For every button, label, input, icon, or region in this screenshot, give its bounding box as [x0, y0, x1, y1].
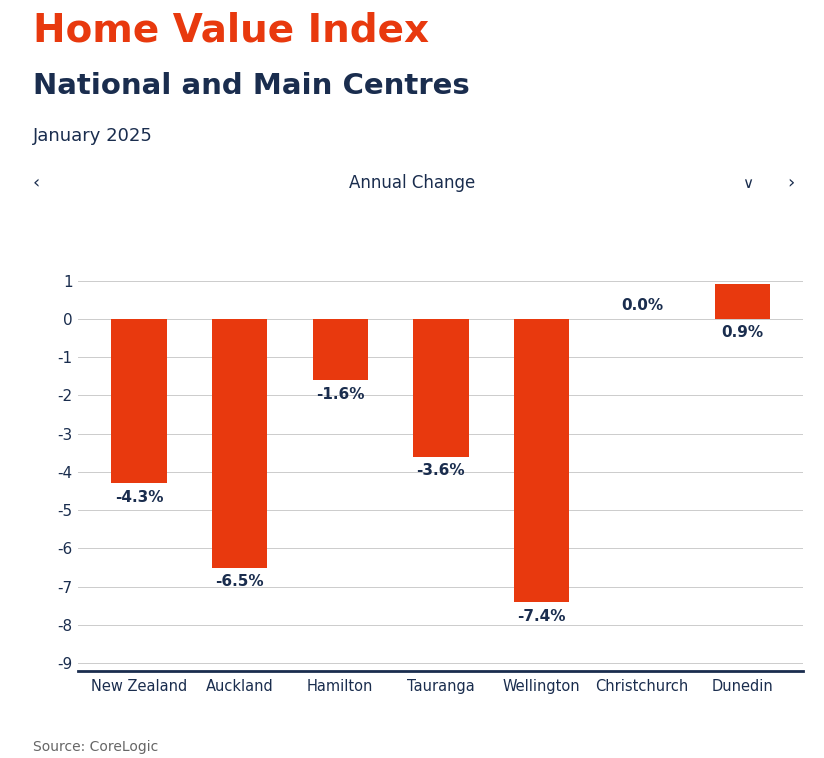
Bar [715, 284, 770, 319]
Text: 0.0%: 0.0% [621, 298, 663, 313]
Text: Home Value Index: Home Value Index [33, 11, 429, 49]
Bar [514, 319, 569, 602]
Text: January 2025: January 2025 [33, 127, 152, 146]
Bar [413, 319, 469, 456]
Text: ∨: ∨ [742, 176, 753, 191]
Text: ›: › [787, 174, 794, 193]
Bar [111, 319, 166, 484]
Text: -1.6%: -1.6% [316, 387, 364, 402]
Text: -3.6%: -3.6% [416, 463, 466, 478]
Text: -6.5%: -6.5% [215, 575, 264, 590]
Text: Annual Change: Annual Change [349, 174, 475, 193]
Bar [212, 319, 267, 568]
Bar [312, 319, 368, 380]
Text: 0.9%: 0.9% [722, 324, 764, 340]
Text: -4.3%: -4.3% [115, 490, 163, 506]
Text: -7.4%: -7.4% [517, 609, 566, 624]
Text: National and Main Centres: National and Main Centres [33, 72, 470, 100]
Text: ‹: ‹ [33, 174, 40, 193]
Text: Source: CoreLogic: Source: CoreLogic [33, 741, 158, 754]
